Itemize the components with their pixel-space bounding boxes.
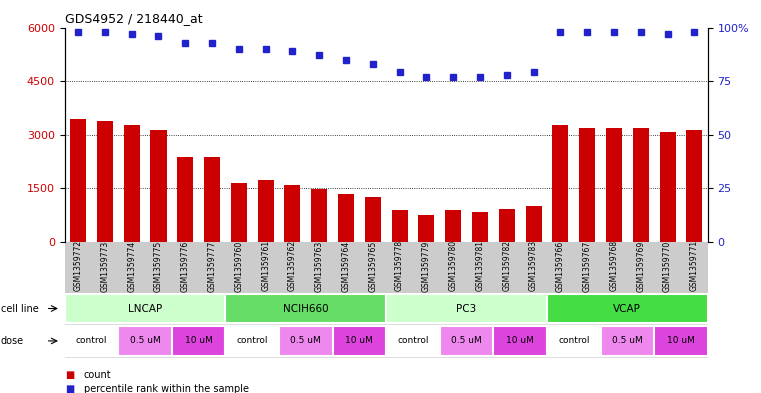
Bar [526, 206, 542, 242]
Bar [65, 294, 225, 323]
Text: 0.5 uM: 0.5 uM [612, 336, 643, 345]
Text: control: control [397, 336, 428, 345]
Bar [498, 209, 514, 242]
Bar [632, 128, 649, 242]
Text: control: control [237, 336, 268, 345]
Bar [333, 326, 387, 356]
Bar [419, 215, 435, 242]
Text: GDS4952 / 218440_at: GDS4952 / 218440_at [65, 12, 202, 25]
Text: NCIH660: NCIH660 [283, 303, 329, 314]
Bar [660, 132, 676, 242]
Text: 0.5 uM: 0.5 uM [451, 336, 482, 345]
Bar [686, 130, 702, 242]
Text: PC3: PC3 [457, 303, 476, 314]
Text: LNCAP: LNCAP [128, 303, 162, 314]
Text: dose: dose [1, 336, 24, 346]
Text: VCAP: VCAP [613, 303, 642, 314]
Bar [445, 209, 461, 242]
Bar [440, 326, 493, 356]
Bar [70, 119, 86, 242]
Bar [600, 326, 654, 356]
Text: control: control [76, 336, 107, 345]
Bar [151, 130, 167, 242]
Bar [493, 326, 547, 356]
Bar [285, 185, 301, 242]
Text: control: control [558, 336, 590, 345]
Bar [231, 183, 247, 242]
Bar [338, 194, 354, 242]
Text: 10 uM: 10 uM [345, 336, 374, 345]
Bar [579, 128, 595, 242]
Bar [172, 326, 225, 356]
Text: percentile rank within the sample: percentile rank within the sample [84, 384, 249, 393]
Bar [118, 326, 172, 356]
Bar [387, 326, 440, 356]
Text: count: count [84, 370, 111, 380]
Bar [279, 326, 333, 356]
Bar [311, 189, 327, 242]
Bar [65, 326, 118, 356]
Text: ■: ■ [65, 370, 74, 380]
Bar [547, 326, 600, 356]
Bar [387, 294, 547, 323]
Bar [472, 212, 488, 242]
Bar [654, 326, 708, 356]
Bar [225, 294, 387, 323]
Text: 10 uM: 10 uM [667, 336, 695, 345]
Bar [97, 121, 113, 242]
Text: 0.5 uM: 0.5 uM [291, 336, 321, 345]
Bar [547, 294, 708, 323]
Bar [606, 128, 622, 242]
Bar [552, 125, 568, 242]
Bar [123, 125, 140, 242]
Bar [225, 326, 279, 356]
Text: cell line: cell line [1, 303, 39, 314]
Bar [392, 209, 408, 242]
Text: ■: ■ [65, 384, 74, 393]
Bar [365, 197, 380, 242]
Bar [177, 157, 193, 242]
Bar [204, 157, 220, 242]
Text: 0.5 uM: 0.5 uM [129, 336, 161, 345]
Text: 10 uM: 10 uM [506, 336, 534, 345]
Text: 10 uM: 10 uM [185, 336, 212, 345]
Bar [258, 180, 274, 242]
